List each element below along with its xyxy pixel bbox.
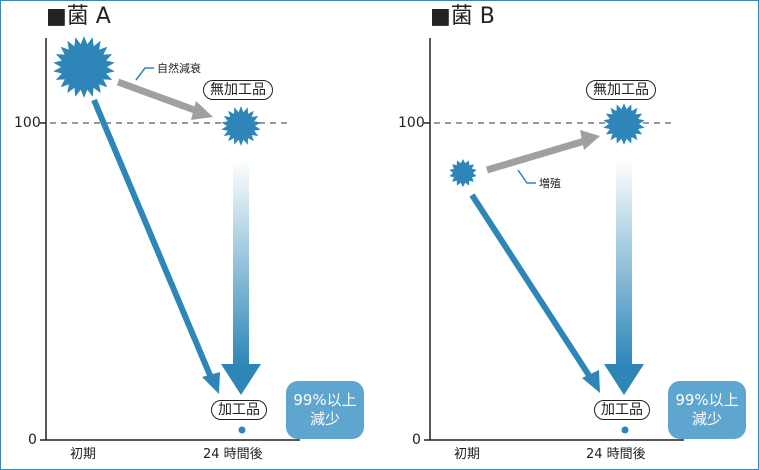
bacteria-initial-b: [449, 159, 477, 187]
reduction-callout-a: 99%以上 減少: [286, 381, 364, 439]
treated-arrow-b: [469, 193, 595, 382]
treated-arrowhead-b: [582, 370, 600, 393]
note-leader-a: [135, 67, 154, 81]
callout-line2-a: 減少: [309, 410, 340, 428]
treated-label-b: 加工品: [594, 400, 650, 420]
treated-arrow-a: [91, 98, 215, 382]
treated-label-a: 加工品: [211, 400, 267, 420]
decay-arrow-a: [116, 78, 202, 116]
y-tick-100-b: 100: [398, 115, 425, 131]
x-label-initial-b: 初期: [454, 447, 481, 462]
callout-line2-b: 減少: [691, 410, 722, 428]
note-natural-decay: 自然減衰: [157, 62, 201, 75]
x-label-initial-a: 初期: [70, 447, 97, 462]
reduction-arrow-shaft-b: [616, 160, 632, 365]
decay-arrowhead-a: [191, 101, 213, 120]
bacteria-initial-a: [53, 36, 115, 98]
callout-line1-a: 99%以上: [293, 391, 357, 409]
y-tick-0-b: 0: [412, 432, 421, 448]
reduction-arrow-shaft-a: [233, 160, 249, 365]
bacteria-treated-b: [621, 426, 629, 434]
panel-a: [40, 36, 300, 441]
panel-title-b: ■菌 B: [430, 4, 495, 29]
note-growth: 増殖: [539, 177, 561, 190]
reduction-arrowhead-b: [604, 364, 644, 395]
panel-b: [424, 38, 684, 441]
bacteria-untreated-a: [221, 106, 261, 146]
y-tick-100-a: 100: [14, 115, 41, 131]
bacteria-untreated-b: [603, 103, 645, 145]
y-tick-0-a: 0: [28, 432, 37, 448]
untreated-label-b: 無加工品: [586, 80, 656, 100]
growth-arrow-b: [486, 136, 589, 174]
growth-arrowhead-b: [580, 130, 600, 150]
panel-title-a: ■菌 A: [46, 4, 111, 29]
treated-arrowhead-a: [202, 372, 220, 394]
note-leader-b: [517, 169, 536, 184]
callout-line1-b: 99%以上: [675, 391, 739, 409]
reduction-arrowhead-a: [221, 364, 261, 395]
bacteria-treated-a: [238, 426, 246, 434]
x-label-24h-a: 24 時間後: [203, 447, 263, 462]
reduction-callout-b: 99%以上 減少: [668, 381, 746, 439]
untreated-label-a: 無加工品: [203, 80, 273, 100]
x-label-24h-b: 24 時間後: [586, 447, 646, 462]
